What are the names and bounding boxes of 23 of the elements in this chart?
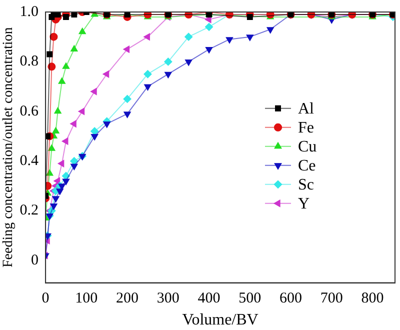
legend-label: Ce [298, 158, 316, 175]
x-tick-label: 700 [320, 290, 343, 307]
x-tick-label: 0 [42, 290, 50, 307]
x-tick-label: 500 [238, 290, 262, 307]
y-tick-label: 0.4 [20, 153, 40, 169]
x-tick-label: 100 [75, 290, 98, 307]
y-axis-title: Feeding concentration/outlet concentration [1, 27, 16, 268]
x-tick-label: 300 [156, 290, 180, 307]
y-tick-label: 0.8 [20, 54, 39, 70]
x-axis-title: Volume/BV [182, 312, 259, 329]
x-tick-label: 600 [280, 290, 302, 307]
y-tick-label: 0.2 [20, 202, 39, 219]
x-tick-label: 400 [198, 290, 220, 307]
legend-label: Sc [298, 176, 314, 194]
x-tick-label: 800 [361, 290, 384, 307]
legend-label: Cu [298, 138, 317, 156]
legend-label: Y [298, 196, 310, 213]
y-tick-label: 0 [31, 252, 39, 268]
y-tick-label: 0.6 [20, 103, 40, 120]
legend-label: Fe [298, 120, 314, 137]
y-tick-label: 1.0 [20, 4, 39, 20]
x-tick-label: 200 [116, 290, 139, 307]
legend-label: Al [298, 100, 315, 118]
